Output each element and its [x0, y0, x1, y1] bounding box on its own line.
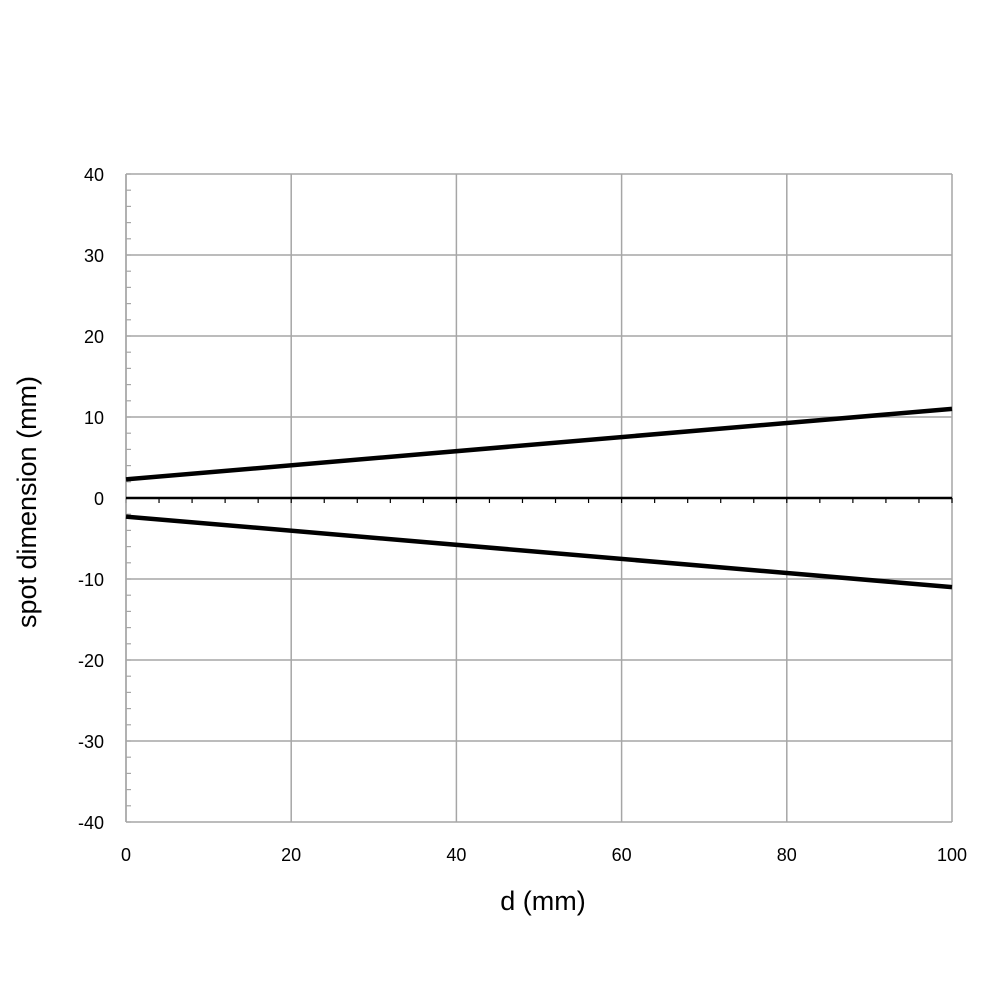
- x-tick-label: 40: [446, 845, 466, 865]
- x-axis-title: d (mm): [500, 886, 585, 916]
- y-tick-label: -10: [78, 570, 104, 590]
- y-tick-label: 40: [84, 165, 104, 185]
- x-tick-label: 0: [121, 845, 131, 865]
- x-tick-label: 60: [612, 845, 632, 865]
- y-tick-label: 0: [94, 489, 104, 509]
- series-line-1: [125, 514, 953, 590]
- axes: [125, 174, 952, 822]
- y-tick-label: 20: [84, 327, 104, 347]
- y-tick-label: -20: [78, 651, 104, 671]
- x-tick-label: 20: [281, 845, 301, 865]
- y-tick-label: -40: [78, 813, 104, 833]
- x-tick-label: 100: [937, 845, 967, 865]
- y-axis-title: spot dimension (mm): [12, 376, 42, 628]
- series-line-0: [125, 406, 953, 482]
- y-tick-label: 10: [84, 408, 104, 428]
- y-tick-label: -30: [78, 732, 104, 752]
- y-tick-label: 30: [84, 246, 104, 266]
- x-tick-label: 80: [777, 845, 797, 865]
- series-layer: [125, 406, 953, 590]
